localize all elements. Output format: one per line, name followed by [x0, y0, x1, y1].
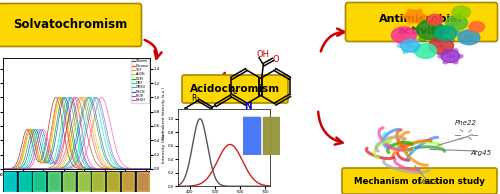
Circle shape [453, 49, 458, 52]
Text: Val137: Val137 [418, 179, 442, 185]
Bar [63, 172, 75, 191]
Text: Phe22: Phe22 [455, 120, 477, 126]
Bar [135, 171, 150, 192]
X-axis label: Wavelength (nm): Wavelength (nm) [58, 178, 95, 182]
Circle shape [443, 49, 448, 52]
Text: Antimicrobial: Antimicrobial [380, 14, 462, 24]
Legend: Toluene, Dioxane, THF, AcOEt, DCM, DMF, DMSO, MeCN, EtOH, MeOH: Toluene, Dioxane, THF, AcOEt, DCM, DMF, … [131, 59, 150, 103]
Bar [92, 172, 104, 191]
Circle shape [408, 9, 412, 12]
Circle shape [416, 21, 444, 40]
Text: Solvatochromism: Solvatochromism [13, 18, 127, 31]
Y-axis label: Normalized Intensity (a.u.): Normalized Intensity (a.u.) [162, 87, 166, 139]
Circle shape [415, 44, 436, 58]
Circle shape [412, 28, 418, 32]
Circle shape [413, 38, 418, 41]
Bar [91, 171, 106, 192]
Y-axis label: Intensity (a.u.): Intensity (a.u.) [162, 132, 166, 163]
Circle shape [458, 55, 463, 58]
Text: N: N [244, 102, 252, 111]
Bar [76, 171, 91, 192]
FancyBboxPatch shape [346, 3, 498, 42]
Circle shape [398, 44, 402, 47]
Circle shape [458, 30, 480, 45]
Circle shape [413, 50, 418, 53]
Bar [47, 171, 62, 192]
Circle shape [406, 10, 424, 23]
Circle shape [438, 55, 442, 58]
Bar [34, 172, 46, 191]
Text: R₃: R₃ [191, 128, 200, 137]
Circle shape [469, 22, 484, 32]
Circle shape [446, 15, 468, 30]
Circle shape [392, 27, 416, 44]
Bar [78, 172, 90, 191]
Circle shape [442, 28, 449, 32]
Text: R₂: R₂ [191, 94, 200, 103]
Circle shape [434, 19, 442, 23]
Circle shape [449, 38, 454, 42]
Circle shape [419, 37, 426, 41]
Text: OH: OH [256, 50, 270, 59]
Circle shape [441, 50, 460, 62]
Bar [4, 172, 16, 191]
Circle shape [408, 21, 412, 24]
Bar [18, 172, 30, 191]
Circle shape [419, 19, 426, 23]
Bar [48, 172, 60, 191]
Circle shape [402, 50, 407, 53]
FancyBboxPatch shape [0, 3, 142, 47]
Text: Acidochromism: Acidochromism [190, 84, 280, 94]
Circle shape [437, 24, 442, 28]
Bar [17, 171, 32, 192]
Circle shape [455, 31, 460, 35]
Circle shape [418, 9, 422, 12]
Bar [107, 172, 119, 191]
Bar [106, 171, 120, 192]
Circle shape [431, 31, 436, 35]
Bar [136, 172, 148, 191]
Circle shape [428, 37, 454, 54]
Bar [122, 172, 134, 191]
Circle shape [452, 6, 470, 19]
Bar [243, 117, 260, 154]
FancyBboxPatch shape [182, 75, 288, 103]
Circle shape [418, 21, 422, 24]
Bar [32, 171, 47, 192]
Circle shape [401, 40, 419, 52]
Bar [243, 117, 260, 154]
Text: R₁: R₁ [229, 87, 237, 96]
Circle shape [422, 15, 428, 18]
Circle shape [443, 61, 448, 64]
Circle shape [402, 15, 407, 18]
Text: Arg45: Arg45 [471, 151, 492, 156]
FancyBboxPatch shape [342, 168, 497, 194]
Circle shape [437, 38, 442, 42]
Circle shape [402, 38, 407, 41]
Circle shape [435, 26, 456, 41]
Bar [120, 171, 135, 192]
Circle shape [418, 44, 422, 47]
Bar [263, 117, 279, 154]
Circle shape [453, 61, 458, 64]
Circle shape [449, 24, 454, 28]
Bar [2, 171, 17, 192]
Text: O: O [273, 55, 280, 64]
Circle shape [434, 37, 442, 41]
Bar [62, 171, 76, 192]
Text: Mechanism of action study: Mechanism of action study [354, 177, 484, 185]
Circle shape [427, 14, 442, 25]
Bar [263, 117, 279, 154]
Text: activity: activity [398, 26, 444, 36]
